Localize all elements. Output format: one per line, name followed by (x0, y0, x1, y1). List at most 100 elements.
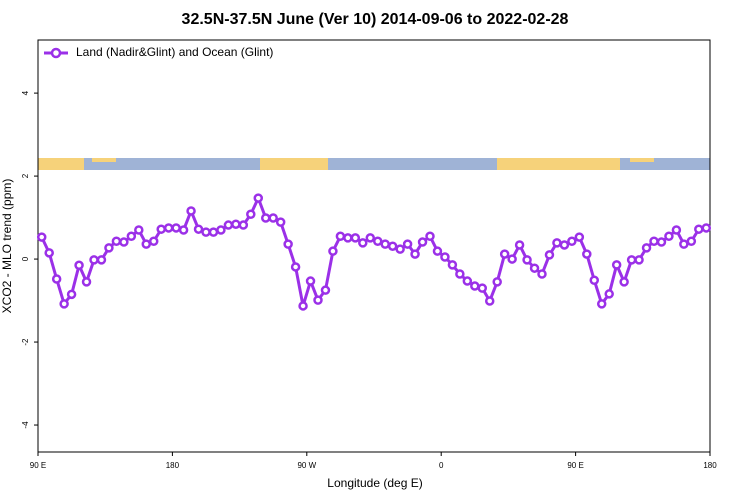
point (66, 289, 77, 300)
point (343, 233, 353, 243)
point (537, 269, 547, 279)
point (462, 276, 473, 286)
point (320, 285, 331, 295)
series-line (40, 194, 707, 308)
point (350, 233, 361, 243)
point (238, 220, 249, 230)
x-tick-label: 90 E (30, 461, 46, 470)
point (425, 231, 435, 241)
y-tick-label: -4 (21, 421, 30, 429)
point (119, 237, 129, 247)
point (216, 225, 226, 235)
x-tick-label: 90 E (567, 461, 583, 470)
point (148, 236, 159, 246)
point (104, 243, 114, 253)
point (305, 276, 316, 286)
x-tick-label: 180 (703, 461, 717, 470)
point (171, 223, 181, 233)
point (186, 206, 196, 216)
point (156, 224, 166, 234)
point (44, 248, 54, 258)
point (260, 213, 271, 223)
point (544, 250, 555, 260)
point (447, 260, 458, 270)
point (410, 249, 420, 259)
point (223, 220, 234, 230)
y-tick-label: 2 (21, 173, 30, 178)
point (679, 239, 689, 249)
point (358, 238, 368, 248)
point (634, 255, 644, 265)
point (208, 227, 219, 237)
point (387, 241, 398, 251)
point (402, 239, 413, 249)
x-tick-label: 0 (439, 461, 444, 470)
point (522, 255, 532, 265)
point (440, 252, 450, 262)
point (552, 238, 562, 248)
y-tick-label: 0 (21, 256, 30, 261)
point (111, 236, 122, 246)
point (514, 240, 525, 250)
point (656, 237, 667, 247)
point (59, 299, 69, 309)
point (178, 225, 189, 235)
legend: Land (Nadir&Glint) and Ocean (Glint) (44, 45, 273, 59)
legend-label: Land (Nadir&Glint) and Ocean (Glint) (76, 45, 273, 59)
point (201, 227, 211, 237)
y-axis-label: XCO2 - MLO trend (ppm) (0, 179, 14, 314)
point (499, 249, 510, 259)
point (193, 224, 204, 234)
point (559, 240, 570, 250)
x-axis-label: Longitude (deg E) (327, 476, 422, 490)
point (81, 277, 92, 287)
point (283, 239, 293, 249)
plot-frame (37, 39, 711, 453)
point (335, 231, 346, 241)
point (231, 219, 241, 229)
y-tick-label: -2 (21, 338, 30, 346)
point (477, 283, 488, 293)
point (36, 232, 47, 242)
point (275, 217, 286, 227)
point (290, 262, 301, 272)
point (671, 225, 682, 235)
legend-marker (50, 47, 62, 59)
map-strip (38, 158, 710, 170)
point (253, 193, 264, 203)
point (694, 224, 704, 234)
point (701, 223, 712, 233)
point (432, 246, 443, 256)
x-tick-label: 90 W (297, 461, 316, 470)
point (611, 260, 622, 270)
point (365, 233, 376, 243)
point (567, 236, 577, 246)
point (96, 255, 107, 265)
point (455, 269, 465, 279)
point (246, 209, 256, 220)
point (507, 254, 517, 264)
point (649, 236, 659, 246)
point (686, 236, 697, 246)
point (89, 255, 99, 265)
x-tick-label: 180 (166, 461, 180, 470)
point (604, 289, 614, 299)
point (470, 281, 480, 291)
point (395, 244, 405, 254)
point (664, 231, 674, 241)
point (313, 295, 323, 305)
point (134, 225, 144, 235)
point (582, 249, 592, 259)
point (51, 274, 62, 284)
point (372, 236, 383, 246)
point (163, 223, 174, 233)
y-tick-label: 4 (21, 90, 30, 95)
point (298, 301, 308, 311)
point (619, 277, 629, 287)
point (574, 232, 585, 242)
point (626, 255, 637, 265)
point (268, 213, 278, 223)
point (380, 239, 390, 249)
point (126, 231, 137, 241)
